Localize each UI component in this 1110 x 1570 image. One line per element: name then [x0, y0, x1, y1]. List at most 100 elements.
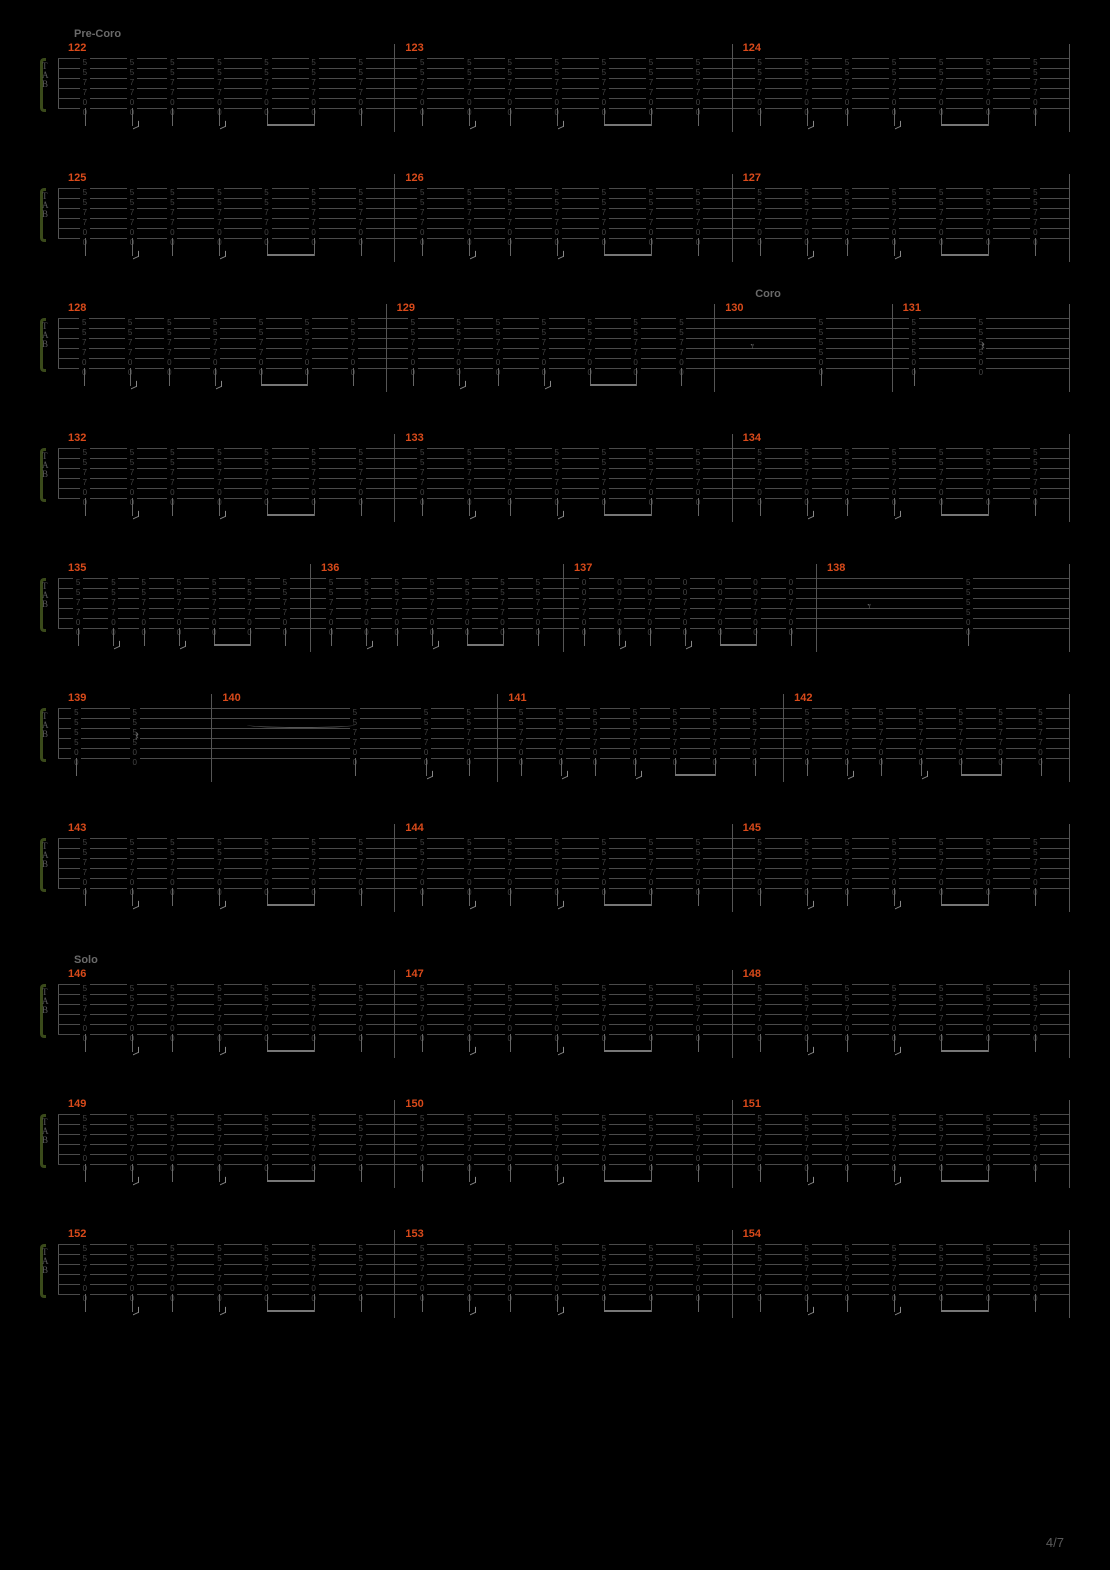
fret-number: 7	[802, 478, 812, 488]
measure-number: 153	[405, 1228, 423, 1240]
fret-number: 5	[630, 708, 640, 718]
fret-number: 5	[936, 68, 946, 78]
fret-number: 7	[125, 338, 135, 348]
fret-number: 0	[464, 98, 474, 108]
fret-number: 5	[454, 328, 464, 338]
fret-number: 7	[127, 478, 137, 488]
measure: 1295577005577005577005577005577005577005…	[387, 304, 716, 392]
fret-number: 7	[464, 1014, 474, 1024]
fret-number: 0	[356, 98, 366, 108]
fret-number: 7	[209, 608, 219, 618]
fret-number: 5	[309, 458, 319, 468]
fret-number: 7	[73, 608, 83, 618]
fret-number: 5	[73, 588, 83, 598]
measure-number: 139	[68, 692, 86, 704]
fret-number: 5	[1030, 1254, 1040, 1264]
fret-number: 7	[108, 608, 118, 618]
fret-number: 7	[505, 468, 515, 478]
fret-number: 7	[936, 1014, 946, 1024]
string-lines	[395, 1244, 731, 1294]
fret-number: 0	[464, 1284, 474, 1294]
fret-number: 5	[983, 458, 993, 468]
fret-number: 7	[693, 1264, 703, 1274]
string-lines	[733, 1244, 1069, 1294]
fret-number: 0	[127, 228, 137, 238]
rhythm-stems	[395, 1034, 731, 1058]
staff-row: TAB1435577005577005577005577005577005577…	[40, 824, 1070, 912]
fret-number: 5	[408, 328, 418, 338]
fret-number: 5	[936, 458, 946, 468]
fret-number: 7	[127, 1274, 137, 1284]
fret-number: 7	[552, 1274, 562, 1284]
fret-number: 7	[280, 598, 290, 608]
fret-number: 5	[309, 1124, 319, 1134]
fret-number: 0	[505, 1024, 515, 1034]
measure: Coro130555500𝄾	[715, 304, 892, 392]
fret-number: 0	[302, 358, 312, 368]
fret-number: 7	[167, 218, 177, 228]
fret-number: 5	[585, 328, 595, 338]
fret-number: 7	[956, 728, 966, 738]
fret-number: 0	[309, 1284, 319, 1294]
fret-number: 0	[676, 358, 686, 368]
fret-number: 5	[646, 68, 656, 78]
fret-number: 7	[936, 1004, 946, 1014]
measure: 1525577005577005577005577005577005577005…	[58, 1230, 395, 1318]
string-lines	[733, 448, 1069, 498]
rhythm-stems	[58, 238, 394, 262]
section-label: Pre-Coro	[74, 28, 1070, 40]
fret-number: 5	[755, 1254, 765, 1264]
fret-number: 5	[590, 718, 600, 728]
fret-number: 7	[326, 608, 336, 618]
fret-number: 5	[127, 838, 137, 848]
fret-number: 5	[167, 984, 177, 994]
string-lines	[311, 578, 563, 628]
fret-number: 5	[693, 1254, 703, 1264]
fret-number: 0	[80, 1154, 90, 1164]
measure-number: 148	[743, 968, 761, 980]
fret-number: 7	[889, 1144, 899, 1154]
fret-number: 7	[786, 598, 796, 608]
measures-container: 1525577005577005577005577005577005577005…	[58, 1230, 1070, 1318]
fret-number: 5	[916, 718, 926, 728]
tab-clef: TAB	[42, 1248, 49, 1275]
fret-number: 0	[127, 1154, 137, 1164]
fret-number: 0	[916, 748, 926, 758]
string-lines	[715, 318, 891, 368]
measure: 1475577005577005577005577005577005577005…	[395, 970, 732, 1058]
fret-number: 0	[983, 1154, 993, 1164]
fret-number: 0	[348, 358, 358, 368]
fret-number: 0	[630, 748, 640, 758]
fret-number: 7	[1036, 728, 1046, 738]
fret-number: 5	[309, 994, 319, 1004]
fret-number: 7	[889, 1134, 899, 1144]
fret-number: 7	[983, 88, 993, 98]
fret-number: 7	[646, 1014, 656, 1024]
fret-number: 5	[309, 448, 319, 458]
fret-number: 5	[505, 1254, 515, 1264]
fret-number: 5	[983, 994, 993, 1004]
fret-number: 7	[755, 858, 765, 868]
fret-number: 5	[983, 1124, 993, 1134]
staff-row: TAB1325577005577005577005577005577005577…	[40, 434, 1070, 522]
fret-number: 5	[130, 718, 140, 728]
fret-number: 5	[936, 1124, 946, 1134]
fret-number: 5	[505, 68, 515, 78]
tab-clef: TAB	[42, 1118, 49, 1145]
fret-number: 5	[505, 838, 515, 848]
fret-number: 5	[802, 458, 812, 468]
fret-number: 5	[983, 838, 993, 848]
fret-number: 7	[755, 1004, 765, 1014]
fret-number: 5	[127, 984, 137, 994]
fret-number: 7	[552, 858, 562, 868]
fret-number: 5	[599, 58, 609, 68]
fret-number: 7	[751, 608, 761, 618]
fret-number: 0	[646, 878, 656, 888]
fret-number: 0	[417, 228, 427, 238]
measure: 1445577005577005577005577005577005577005…	[395, 824, 732, 912]
fret-number: 5	[127, 68, 137, 78]
fret-number: 5	[127, 58, 137, 68]
fret-number: 0	[127, 488, 137, 498]
fret-number: 5	[127, 1244, 137, 1254]
fret-number: 7	[454, 348, 464, 358]
